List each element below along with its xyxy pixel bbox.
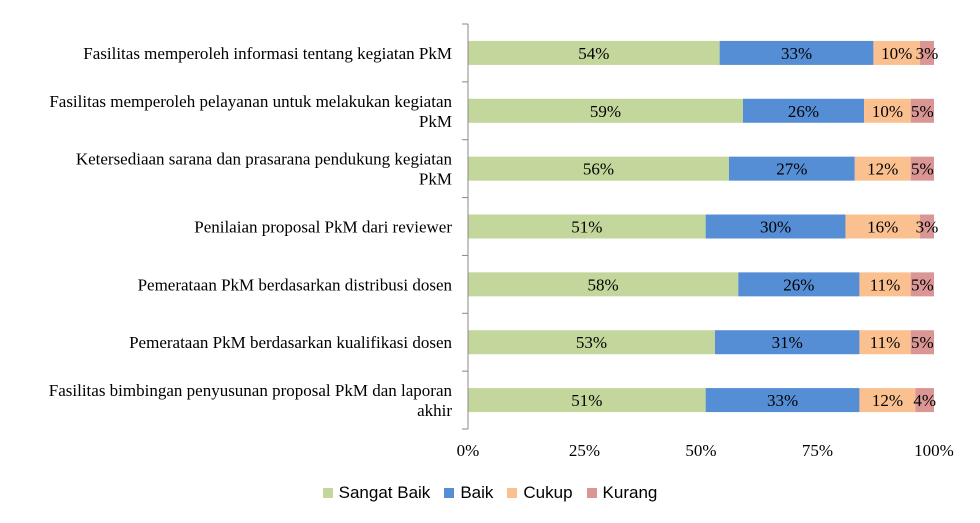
- data-label: 12%: [867, 160, 898, 179]
- category-label: PkM: [419, 112, 452, 131]
- legend-item: Sangat Baik: [322, 483, 431, 503]
- bar-segment-kurang: [920, 214, 934, 239]
- data-label: 33%: [781, 44, 812, 63]
- data-label: 4%: [913, 391, 936, 410]
- legend-label: Baik: [460, 483, 494, 502]
- bar-segment-sangat-baik: [468, 272, 739, 297]
- data-label: 10%: [881, 44, 912, 63]
- legend-item: Kurang: [586, 483, 658, 503]
- data-label: 56%: [583, 160, 614, 179]
- data-label: 30%: [760, 218, 791, 237]
- x-tick-label: 100%: [914, 441, 954, 460]
- bar-segment-kurang: [910, 330, 934, 355]
- x-tick-label: 75%: [802, 441, 833, 460]
- legend-swatch: [322, 488, 333, 498]
- legend-swatch: [444, 488, 455, 498]
- x-tick-label: 50%: [685, 441, 716, 460]
- category-label: Pemerataan PkM berdasarkan kualifikasi d…: [129, 333, 452, 352]
- data-label: 58%: [588, 275, 619, 294]
- data-label: 5%: [911, 275, 934, 294]
- bar-segment-sangat-baik: [468, 388, 706, 413]
- category-label: Fasilitas memperoleh informasi tentang k…: [83, 44, 452, 63]
- category-labels: Fasilitas memperoleh informasi tentang k…: [49, 44, 453, 420]
- bar-segment-sangat-baik: [468, 214, 706, 239]
- bar-segment-baik: [705, 388, 860, 413]
- legend: Sangat Baik Baik Cukup Kurang: [0, 478, 980, 508]
- x-tick-label: 25%: [569, 441, 600, 460]
- category-label: Pemerataan PkM berdasarkan distribusi do…: [138, 275, 453, 294]
- legend-label: Kurang: [602, 483, 658, 502]
- bar-segment-cukup: [864, 98, 911, 123]
- category-label: Penilaian proposal PkM dari reviewer: [194, 218, 452, 237]
- legend-label: Cukup: [523, 483, 573, 502]
- bar-segment-kurang: [920, 40, 934, 65]
- data-label: 11%: [870, 333, 901, 352]
- bar-segment-cukup: [859, 272, 911, 297]
- bars: 54% 33% 10% 3%59% 26% 10% 5%56% 27% 12% 5%51% 30% 1…: [468, 40, 939, 413]
- data-label: 10%: [872, 102, 903, 121]
- data-label: 11%: [870, 275, 901, 294]
- legend-item: Baik: [444, 483, 493, 503]
- data-label: 5%: [911, 160, 934, 179]
- data-label: 12%: [872, 391, 903, 410]
- data-label: 5%: [911, 333, 934, 352]
- bar-segment-kurang: [915, 388, 934, 413]
- bar-segment-cukup: [873, 40, 921, 65]
- bar-segment-baik: [738, 272, 860, 297]
- data-label: 27%: [776, 160, 807, 179]
- bar-segment-cukup: [845, 214, 921, 239]
- data-label: 51%: [571, 391, 602, 410]
- legend-label: Sangat Baik: [338, 483, 431, 502]
- data-label: 31%: [772, 333, 803, 352]
- legend-item: Cukup: [507, 483, 573, 503]
- bar-segment-baik: [742, 98, 865, 123]
- bar-segment-sangat-baik: [468, 40, 720, 65]
- data-label: 26%: [783, 275, 814, 294]
- category-label: akhir: [417, 401, 452, 420]
- axes: [462, 23, 469, 430]
- category-label: Fasilitas memperoleh pelayanan untuk mel…: [49, 92, 452, 111]
- data-label: 16%: [867, 218, 898, 237]
- category-label: Ketersediaan sarana dan prasarana penduk…: [76, 150, 453, 169]
- bar-segment-baik: [719, 40, 874, 65]
- data-label: 3%: [916, 218, 939, 237]
- data-label: 53%: [576, 333, 607, 352]
- bar-segment-cukup: [854, 156, 911, 181]
- data-label: 54%: [578, 44, 609, 63]
- data-label: 51%: [571, 218, 602, 237]
- data-label: 33%: [767, 391, 798, 410]
- bar-segment-baik: [728, 156, 855, 181]
- bar-segment-sangat-baik: [468, 156, 729, 181]
- category-label: Fasilitas bimbingan penyusunan proposal …: [49, 381, 453, 400]
- bar-segment-baik: [714, 330, 860, 355]
- bar-segment-kurang: [910, 272, 934, 297]
- bar-segment-baik: [705, 214, 846, 239]
- bar-segment-kurang: [910, 98, 934, 123]
- x-tick-labels: 0% 25% 50% 75% 100%: [457, 441, 954, 460]
- legend-swatch: [507, 488, 518, 498]
- category-label: PkM: [419, 170, 452, 189]
- data-label: 5%: [911, 102, 934, 121]
- data-label: 59%: [590, 102, 621, 121]
- data-label: 26%: [788, 102, 819, 121]
- bar-segment-cukup: [859, 330, 911, 355]
- data-label: 3%: [916, 44, 939, 63]
- bar-segment-kurang: [910, 156, 934, 181]
- legend-swatch: [586, 488, 597, 498]
- stacked-bar-chart: Fasilitas memperoleh informasi tentang k…: [49, 23, 954, 460]
- bar-segment-sangat-baik: [468, 98, 743, 123]
- bar-segment-sangat-baik: [468, 330, 715, 355]
- x-tick-label: 0%: [457, 441, 480, 460]
- bar-segment-cukup: [859, 388, 916, 413]
